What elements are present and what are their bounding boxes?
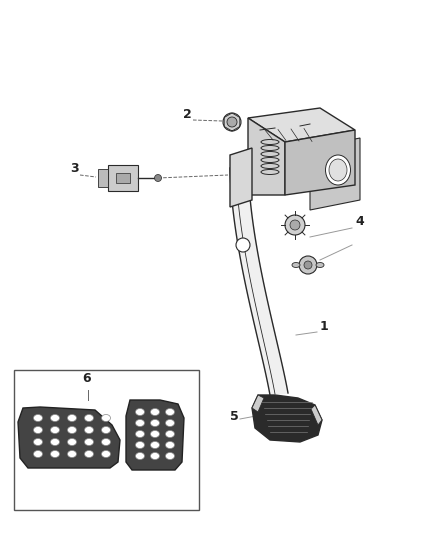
Text: 3: 3 — [70, 162, 79, 175]
Ellipse shape — [67, 439, 77, 446]
Text: 6: 6 — [82, 372, 91, 385]
Polygon shape — [230, 148, 252, 207]
Ellipse shape — [67, 426, 77, 433]
Ellipse shape — [67, 415, 77, 422]
Bar — [116, 173, 130, 183]
Circle shape — [227, 117, 237, 127]
Ellipse shape — [50, 450, 60, 457]
Polygon shape — [310, 138, 360, 210]
Circle shape — [223, 113, 241, 131]
Ellipse shape — [166, 453, 174, 459]
Ellipse shape — [151, 408, 159, 416]
Polygon shape — [252, 395, 322, 442]
Ellipse shape — [329, 159, 347, 181]
Ellipse shape — [33, 426, 42, 433]
Ellipse shape — [166, 408, 174, 416]
Ellipse shape — [316, 262, 324, 268]
Ellipse shape — [135, 419, 145, 426]
Bar — [14, 370, 199, 510]
Ellipse shape — [151, 453, 159, 459]
Ellipse shape — [67, 450, 77, 457]
Ellipse shape — [135, 408, 145, 416]
Ellipse shape — [102, 439, 110, 446]
Bar — [98, 169, 108, 187]
Ellipse shape — [50, 439, 60, 446]
Ellipse shape — [166, 419, 174, 426]
Polygon shape — [252, 395, 264, 412]
Polygon shape — [248, 118, 285, 195]
Text: 1: 1 — [320, 320, 329, 333]
Ellipse shape — [151, 441, 159, 448]
Circle shape — [285, 215, 305, 235]
Ellipse shape — [85, 415, 93, 422]
Ellipse shape — [85, 426, 93, 433]
Ellipse shape — [292, 262, 300, 268]
Text: 5: 5 — [230, 410, 239, 423]
Circle shape — [299, 256, 317, 274]
Ellipse shape — [166, 441, 174, 448]
Polygon shape — [311, 405, 322, 425]
Ellipse shape — [50, 426, 60, 433]
Ellipse shape — [33, 439, 42, 446]
Ellipse shape — [102, 426, 110, 433]
Ellipse shape — [85, 450, 93, 457]
Ellipse shape — [33, 450, 42, 457]
Ellipse shape — [135, 441, 145, 448]
Circle shape — [155, 174, 162, 182]
Ellipse shape — [135, 453, 145, 459]
Ellipse shape — [166, 431, 174, 438]
Ellipse shape — [135, 431, 145, 438]
Circle shape — [236, 238, 250, 252]
Polygon shape — [230, 165, 288, 395]
Ellipse shape — [151, 419, 159, 426]
Ellipse shape — [85, 439, 93, 446]
Text: 4: 4 — [355, 215, 364, 228]
Text: 2: 2 — [183, 108, 192, 121]
Ellipse shape — [102, 450, 110, 457]
Ellipse shape — [33, 415, 42, 422]
Polygon shape — [248, 108, 355, 142]
Ellipse shape — [50, 415, 60, 422]
Polygon shape — [126, 400, 184, 470]
Circle shape — [304, 261, 312, 269]
Polygon shape — [285, 130, 355, 195]
Ellipse shape — [102, 415, 110, 422]
Circle shape — [290, 220, 300, 230]
Bar — [108, 165, 138, 191]
Ellipse shape — [325, 155, 350, 185]
Polygon shape — [18, 407, 120, 468]
Ellipse shape — [151, 431, 159, 438]
